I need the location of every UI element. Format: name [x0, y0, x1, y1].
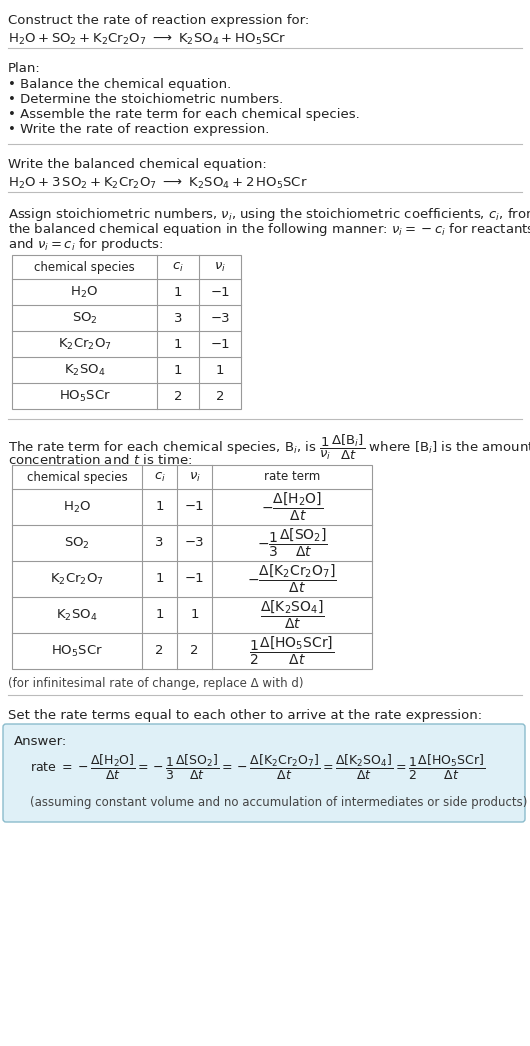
- Text: Set the rate terms equal to each other to arrive at the rate expression:: Set the rate terms equal to each other t…: [8, 709, 482, 722]
- Text: $\mathregular{K_2SO_4}$: $\mathregular{K_2SO_4}$: [64, 363, 105, 378]
- Text: $\mathregular{H_2O + SO_2 + K_2Cr_2O_7}$ $\longrightarrow$ $\mathregular{K_2SO_4: $\mathregular{H_2O + SO_2 + K_2Cr_2O_7}$…: [8, 32, 287, 47]
- Text: $\dfrac{\Delta[\mathrm{K_2SO_4}]}{\Delta t}$: $\dfrac{\Delta[\mathrm{K_2SO_4}]}{\Delta…: [260, 598, 324, 631]
- Text: concentration and $t$ is time:: concentration and $t$ is time:: [8, 453, 192, 467]
- Text: 1: 1: [174, 364, 182, 377]
- Text: $-\dfrac{\Delta[\mathrm{H_2O}]}{\Delta t}$: $-\dfrac{\Delta[\mathrm{H_2O}]}{\Delta t…: [261, 491, 323, 523]
- Text: chemical species: chemical species: [34, 260, 135, 273]
- Text: $\mathregular{K_2SO_4}$: $\mathregular{K_2SO_4}$: [56, 608, 98, 622]
- Text: −1: −1: [210, 286, 230, 298]
- Text: the balanced chemical equation in the following manner: $\nu_i = -c_i$ for react: the balanced chemical equation in the fo…: [8, 221, 530, 238]
- Text: 3: 3: [174, 312, 182, 324]
- Text: rate $= -\dfrac{\Delta[\mathrm{H_2O}]}{\Delta t} = -\dfrac{1}{3}\dfrac{\Delta[\m: rate $= -\dfrac{\Delta[\mathrm{H_2O}]}{\…: [30, 753, 485, 782]
- Text: $\mathregular{HO_5SCr}$: $\mathregular{HO_5SCr}$: [51, 643, 103, 659]
- Text: (for infinitesimal rate of change, replace Δ with d): (for infinitesimal rate of change, repla…: [8, 677, 304, 690]
- Text: $\mathregular{SO_2}$: $\mathregular{SO_2}$: [72, 311, 98, 325]
- Text: $\dfrac{1}{2}\dfrac{\Delta[\mathrm{HO_5SCr}]}{\Delta t}$: $\dfrac{1}{2}\dfrac{\Delta[\mathrm{HO_5S…: [250, 635, 334, 667]
- Text: (assuming constant volume and no accumulation of intermediates or side products): (assuming constant volume and no accumul…: [30, 796, 527, 809]
- Text: 1: 1: [155, 572, 164, 586]
- Text: $-\dfrac{1}{3}\dfrac{\Delta[\mathrm{SO_2}]}{\Delta t}$: $-\dfrac{1}{3}\dfrac{\Delta[\mathrm{SO_2…: [257, 527, 328, 560]
- Text: −1: −1: [184, 500, 204, 514]
- Bar: [12, 255, 241, 409]
- Text: • Assemble the rate term for each chemical species.: • Assemble the rate term for each chemic…: [8, 108, 360, 121]
- Text: −3: −3: [210, 312, 230, 324]
- Text: • Write the rate of reaction expression.: • Write the rate of reaction expression.: [8, 123, 269, 136]
- Text: 2: 2: [216, 389, 224, 403]
- Text: $\mathregular{SO_2}$: $\mathregular{SO_2}$: [64, 536, 90, 550]
- Text: $\mathregular{HO_5SCr}$: $\mathregular{HO_5SCr}$: [58, 388, 110, 404]
- FancyBboxPatch shape: [3, 724, 525, 822]
- Text: $\mathregular{H_2O}$: $\mathregular{H_2O}$: [63, 499, 91, 515]
- Text: Assign stoichiometric numbers, $\nu_i$, using the stoichiometric coefficients, $: Assign stoichiometric numbers, $\nu_i$, …: [8, 206, 530, 223]
- Text: and $\nu_i = c_i$ for products:: and $\nu_i = c_i$ for products:: [8, 236, 164, 253]
- Text: $c_i$: $c_i$: [154, 471, 165, 483]
- Text: 1: 1: [174, 286, 182, 298]
- Text: Answer:: Answer:: [14, 735, 67, 748]
- Text: −3: −3: [184, 537, 204, 549]
- Text: $\mathregular{H_2O + 3\,SO_2 + K_2Cr_2O_7}$ $\longrightarrow$ $\mathregular{K_2S: $\mathregular{H_2O + 3\,SO_2 + K_2Cr_2O_…: [8, 176, 308, 191]
- Bar: [12, 465, 372, 669]
- Text: Plan:: Plan:: [8, 62, 41, 75]
- Text: $c_i$: $c_i$: [172, 260, 184, 274]
- Text: The rate term for each chemical species, $\mathrm{B}_i$, is $\dfrac{1}{\nu_i}\df: The rate term for each chemical species,…: [8, 433, 530, 462]
- Text: 1: 1: [155, 500, 164, 514]
- Text: −1: −1: [210, 338, 230, 350]
- Text: $\mathregular{K_2Cr_2O_7}$: $\mathregular{K_2Cr_2O_7}$: [50, 571, 104, 587]
- Text: 2: 2: [174, 389, 182, 403]
- Text: −1: −1: [184, 572, 204, 586]
- Text: Write the balanced chemical equation:: Write the balanced chemical equation:: [8, 158, 267, 170]
- Text: $\nu_i$: $\nu_i$: [189, 471, 200, 483]
- Text: • Balance the chemical equation.: • Balance the chemical equation.: [8, 78, 231, 91]
- Text: 1: 1: [174, 338, 182, 350]
- Text: 1: 1: [216, 364, 224, 377]
- Text: 1: 1: [155, 609, 164, 621]
- Text: 2: 2: [155, 644, 164, 658]
- Text: • Determine the stoichiometric numbers.: • Determine the stoichiometric numbers.: [8, 93, 283, 106]
- Text: $\nu_i$: $\nu_i$: [214, 260, 226, 274]
- Text: $\mathregular{H_2O}$: $\mathregular{H_2O}$: [70, 285, 99, 299]
- Text: 3: 3: [155, 537, 164, 549]
- Text: Construct the rate of reaction expression for:: Construct the rate of reaction expressio…: [8, 14, 309, 27]
- Text: rate term: rate term: [264, 471, 320, 483]
- Text: $\mathregular{K_2Cr_2O_7}$: $\mathregular{K_2Cr_2O_7}$: [58, 337, 111, 351]
- Text: chemical species: chemical species: [26, 471, 127, 483]
- Text: 1: 1: [190, 609, 199, 621]
- Text: 2: 2: [190, 644, 199, 658]
- Text: $-\dfrac{\Delta[\mathrm{K_2Cr_2O_7}]}{\Delta t}$: $-\dfrac{\Delta[\mathrm{K_2Cr_2O_7}]}{\D…: [247, 563, 337, 595]
